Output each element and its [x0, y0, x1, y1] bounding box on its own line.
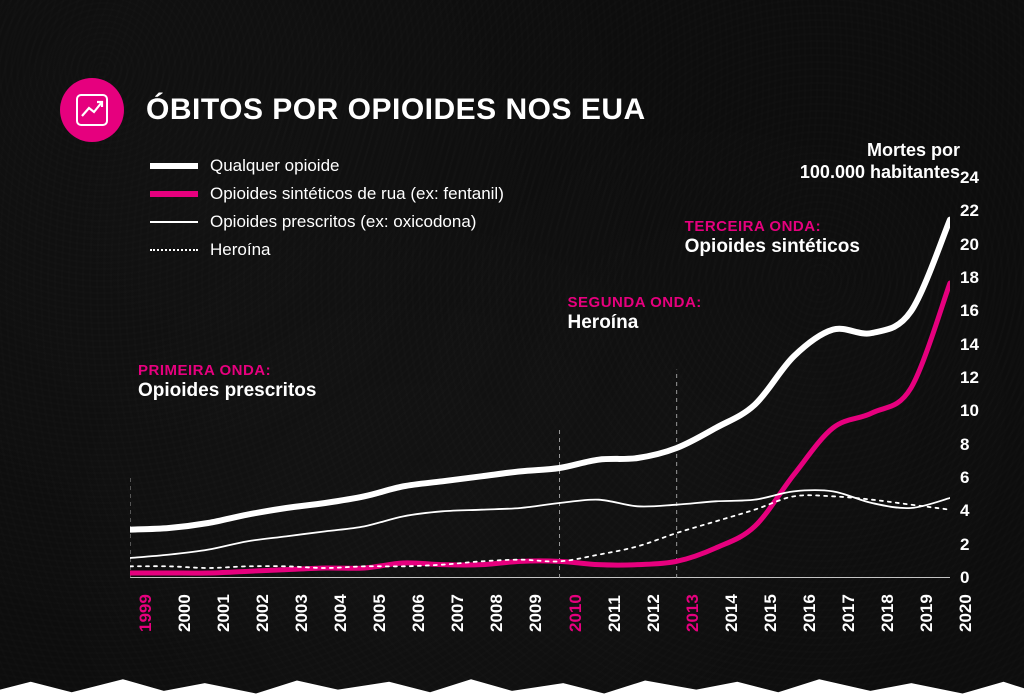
wave-sub: Heroína: [568, 312, 702, 335]
x-tick-label: 2020: [956, 594, 976, 632]
y-tick-label: 12: [960, 368, 979, 388]
x-tick-label: 2012: [644, 594, 664, 632]
y-tick-label: 4: [960, 501, 969, 521]
x-tick-label: 2014: [722, 594, 742, 632]
y-tick-label: 20: [960, 235, 979, 255]
x-tick-label: 2007: [448, 594, 468, 632]
x-tick-label: 2011: [605, 595, 625, 632]
chart-header: ÓBITOS POR OPIOIDES NOS EUA: [60, 78, 646, 142]
wave-annotation: SEGUNDA ONDA:Heroína: [568, 294, 702, 335]
y-tick-label: 0: [960, 568, 969, 588]
wave-annotation: TERCEIRA ONDA:Opioides sintéticos: [685, 218, 860, 259]
y-axis-title-line1: Mortes por: [800, 140, 960, 162]
wave-head: SEGUNDA ONDA:: [568, 294, 702, 312]
x-tick-label: 2008: [487, 594, 507, 632]
y-tick-label: 14: [960, 335, 979, 355]
wave-head: TERCEIRA ONDA:: [685, 218, 860, 236]
y-tick-label: 6: [960, 468, 969, 488]
x-tick-label: 2016: [800, 594, 820, 632]
y-axis-title: Mortes por 100.000 habitantes: [800, 140, 960, 183]
wave-sub: Opioides sintéticos: [685, 236, 860, 259]
x-tick-label: 2003: [292, 594, 312, 632]
wave-sub: Opioides prescritos: [138, 380, 316, 403]
x-tick-label: 2004: [331, 594, 351, 632]
y-tick-label: 24: [960, 168, 979, 188]
trend-up-icon: [74, 92, 110, 128]
x-tick-label: 2019: [917, 594, 937, 632]
y-tick-label: 8: [960, 435, 969, 455]
chart-title: ÓBITOS POR OPIOIDES NOS EUA: [146, 93, 646, 127]
legend-swatch: [150, 163, 198, 169]
x-tick-label: 2001: [214, 594, 234, 632]
legend-label: Qualquer opioide: [210, 156, 339, 176]
chart-area: PRIMEIRA ONDA:Opioides prescritos SEGUNDA…: [130, 178, 950, 578]
series-line: [130, 283, 950, 573]
y-tick-label: 22: [960, 201, 979, 221]
chart-icon: [60, 78, 124, 142]
x-tick-label: 2010: [566, 594, 586, 632]
x-tick-label: 2017: [839, 594, 859, 632]
x-tick-label: 2006: [409, 594, 429, 632]
x-tick-label: 2000: [175, 594, 195, 632]
wave-annotation: PRIMEIRA ONDA:Opioides prescritos: [138, 362, 316, 403]
x-tick-label: 1999: [136, 594, 156, 632]
x-tick-label: 2013: [683, 594, 703, 632]
y-tick-label: 16: [960, 301, 979, 321]
x-tick-label: 2009: [526, 594, 546, 632]
x-tick-label: 2015: [761, 594, 781, 632]
y-tick-label: 2: [960, 535, 969, 555]
legend-item: Qualquer opioide: [150, 156, 504, 176]
y-tick-label: 18: [960, 268, 979, 288]
y-tick-label: 10: [960, 401, 979, 421]
wave-head: PRIMEIRA ONDA:: [138, 362, 316, 380]
series-line: [130, 490, 950, 558]
x-tick-label: 2005: [370, 594, 390, 632]
x-tick-label: 2018: [878, 594, 898, 632]
x-tick-label: 2002: [253, 594, 273, 632]
